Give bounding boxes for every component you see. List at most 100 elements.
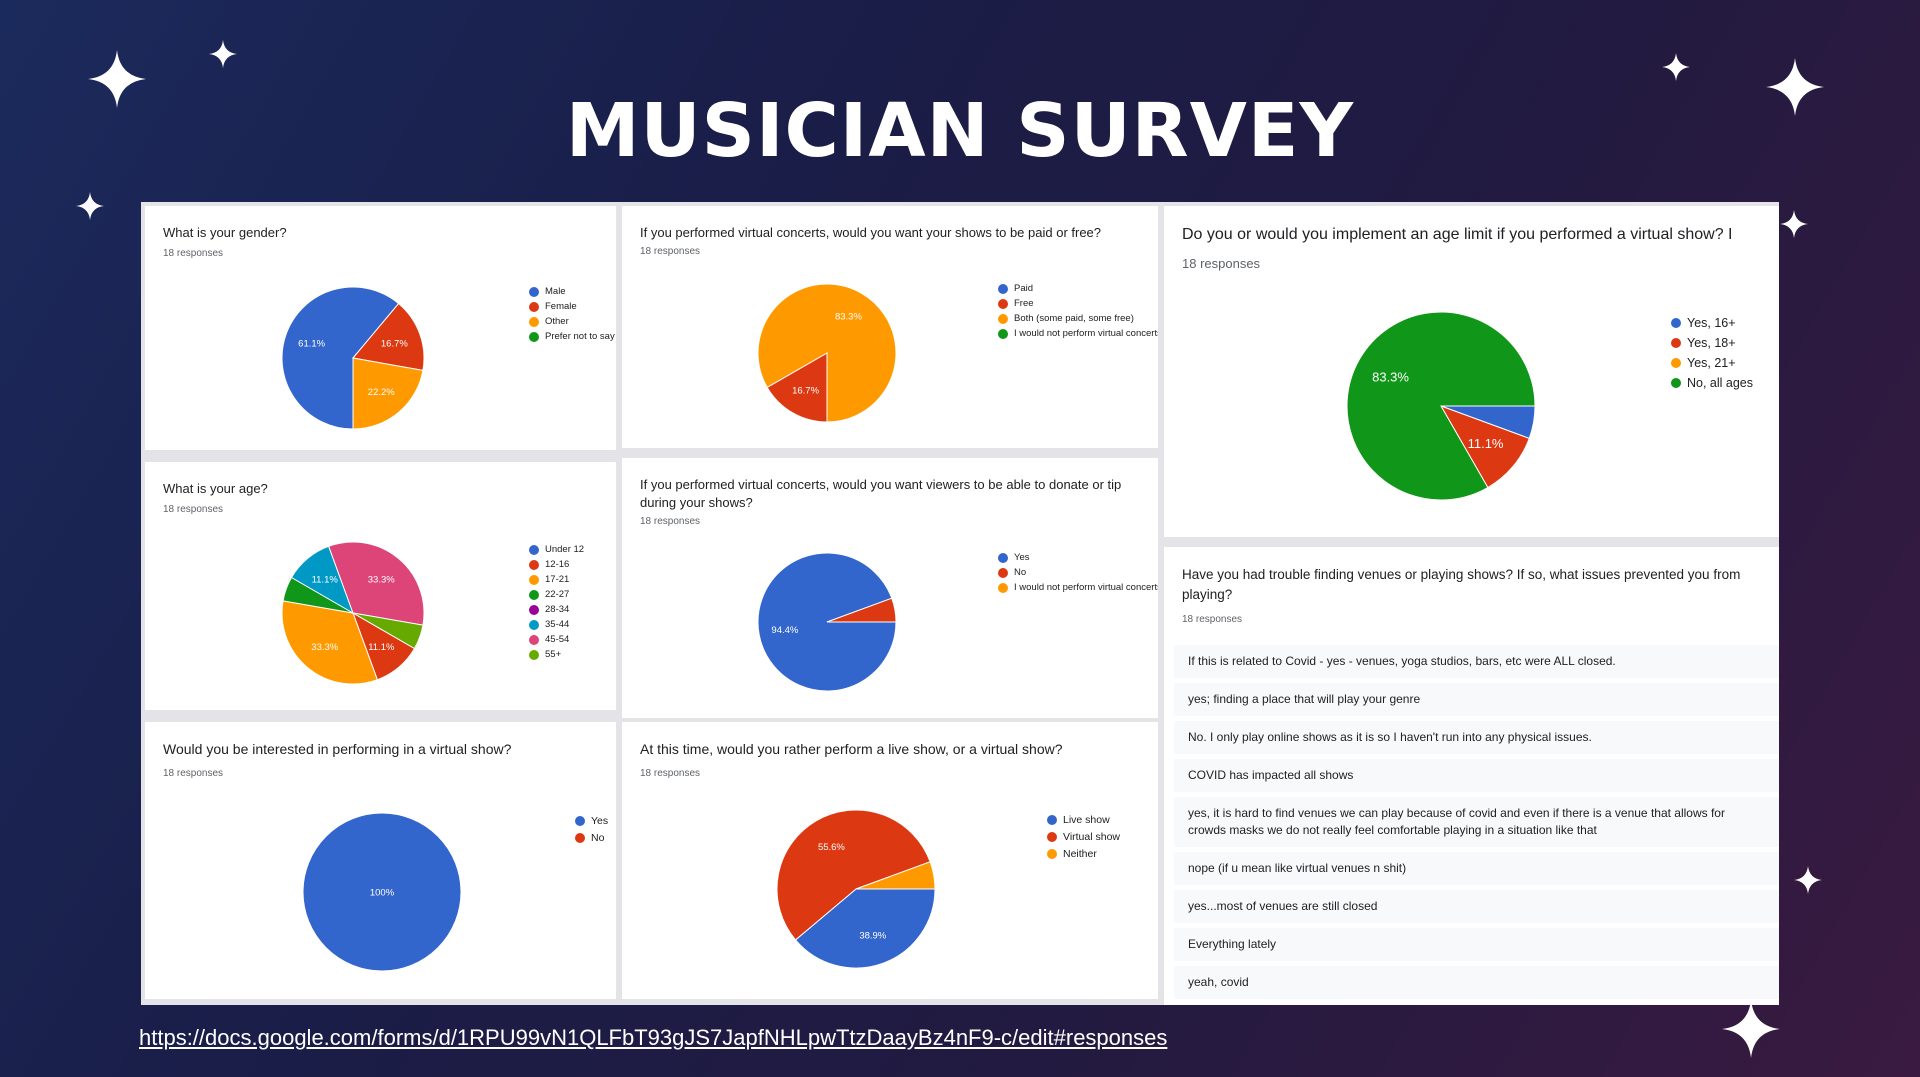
legend-label: 22-27 [545,589,570,600]
response-count: 18 responses [640,246,701,257]
legend-item: Yes, 18+ [1671,333,1753,353]
legend-label: Virtual show [1063,830,1121,843]
chart-legend: Yes No [575,812,608,846]
legend-item: Free [998,296,1158,311]
legend-item: Virtual show [1047,828,1120,845]
sparkle-star-icon [1794,866,1822,894]
sparkle-star-icon [209,40,237,68]
venue-trouble-question-card: Have you had trouble finding venues or p… [1164,547,1779,1005]
legend-label: Free [1014,298,1034,309]
slice-percent-label: 38.9% [859,930,886,941]
answer-item: Everything lately [1174,928,1779,961]
answer-item: COVID has impacted all shows [1174,759,1779,792]
pie-slice-virtual-show [776,809,931,941]
pie-slice-yes [302,812,462,972]
survey-responses-link[interactable]: https://docs.google.com/forms/d/1RPU99vN… [139,1025,1168,1050]
slice-percent-label: 16.7% [381,338,408,349]
question-title: If you performed virtual concerts, would… [640,225,1102,240]
legend-swatch [998,552,1008,563]
legend-label: 35-44 [545,619,570,630]
legend-swatch [529,331,539,342]
pie-slice-neither [855,861,936,890]
slice-percent-label: 33.3% [311,642,338,653]
legend-item: 55+ [529,647,584,662]
pie-slice-live-show [794,888,936,969]
legend-label: 17-21 [545,574,570,585]
answer-list: If this is related to Covid - yes - venu… [1174,645,1779,1004]
slice-percent-label: 33.3% [368,575,395,586]
legend-label: Yes [1014,552,1030,563]
question-title: If you performed virtual concerts, would… [640,477,1122,510]
legend-item: Prefer not to say [529,329,615,344]
legend-swatch [1047,831,1057,842]
legend-swatch [998,567,1008,578]
legend-swatch [1671,338,1681,348]
question-title: Do you or would you implement an age lim… [1182,226,1733,243]
age-limit-question-card: Do you or would you implement an age lim… [1164,206,1779,537]
question-title: Would you be interested in performing in… [163,741,512,757]
legend-swatch [998,582,1008,593]
legend-label: No, all ages [1687,376,1754,390]
legend-item: Yes, 21+ [1671,353,1753,373]
legend-swatch [529,574,539,585]
chart-legend: Male Female Other Prefer not to say [529,284,615,344]
legend-item: Male [529,284,615,299]
donate-or-tip-question-card: If you performed virtual concerts, would… [622,458,1158,718]
legend-item: I would not perform virtual concerts [998,580,1158,595]
legend-item: Other [529,314,615,329]
legend-label: Both (some paid, some free) [1014,313,1134,324]
age-pie-chart: 11.1% 33.3% 11.1% 33.3% [281,541,425,685]
legend-swatch [529,316,539,327]
chart-legend: Yes, 16+ Yes, 18+ Yes, 21+ No, all ages [1671,313,1753,393]
slice-percent-label: 11.1% [368,642,395,653]
answer-item: yes, it is hard to find venues we can pl… [1174,797,1779,847]
answer-item: yes...most of venues are still closed [1174,890,1779,923]
legend-item: Yes, 16+ [1671,313,1753,333]
paid-or-free-question-card: If you performed virtual concerts, would… [622,206,1158,448]
legend-swatch [1047,814,1057,825]
response-count: 18 responses [1182,256,1261,271]
legend-swatch [1671,378,1681,388]
pie-slice-other [352,357,424,430]
legend-item: Yes [575,812,608,829]
legend-label: I would not perform virtual concerts [1014,328,1158,339]
legend-label: Live show [1063,813,1110,826]
live-or-virtual-question-card: At this time, would you rather perform a… [622,722,1158,999]
pie-slice-male [281,286,400,430]
legend-item: 28-34 [529,602,584,617]
legend-label: No [1014,567,1027,578]
legend-swatch [1671,358,1681,368]
chart-legend: Live show Virtual show Neither [1047,811,1120,862]
legend-swatch [1671,318,1681,328]
legend-item: Both (some paid, some free) [998,311,1158,326]
legend-item: 35-44 [529,617,584,632]
legend-swatch [529,604,539,615]
response-count: 18 responses [163,504,224,515]
slice-percent-label: 11.1% [1468,436,1504,451]
sparkle-star-icon [1766,58,1824,116]
legend-label: Yes, 21+ [1687,356,1736,370]
legend-item: Yes [998,550,1158,565]
legend-label: Prefer not to say [545,331,615,342]
legend-item: 17-21 [529,572,584,587]
legend-item: No, all ages [1671,373,1753,393]
legend-swatch [998,298,1008,309]
sparkle-star-icon [1722,1000,1780,1058]
legend-label: No [591,831,605,844]
legend-label: Yes, 18+ [1687,336,1736,350]
legend-item: No [998,565,1158,580]
slice-percent-label: 55.6% [818,842,845,853]
legend-item: 12-16 [529,557,584,572]
legend-label: Paid [1014,283,1034,294]
pie-slice-17-21 [281,600,378,685]
legend-swatch [529,544,539,555]
pie-slice-no-all-ages [1346,311,1536,501]
age-limit-pie-chart: 11.1% 83.3% [1346,311,1536,501]
gender-question-card: What is your gender? 18 responses 61.1% 1… [145,206,616,450]
legend-label: Yes, 16+ [1687,316,1736,330]
legend-swatch [529,634,539,645]
legend-label: Other [545,316,569,327]
legend-label: Yes [591,814,609,827]
legend-label: Under 12 [545,544,585,555]
legend-swatch [998,313,1008,324]
